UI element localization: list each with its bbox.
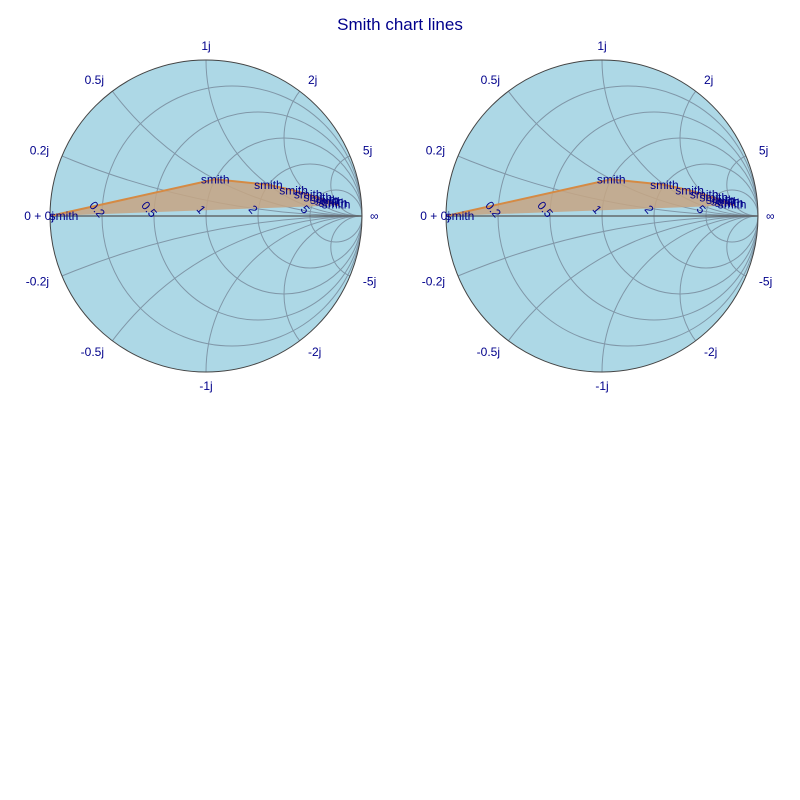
imag-axis-ticks: 0 + 0j 0.2j 0.5j 1j 2j 5j ∞ -5j -2j -1j -0.5j -0.2j <box>24 39 378 393</box>
data-point-label: smith <box>310 193 339 207</box>
imag-axis-tick-label: 0.2j <box>30 144 49 158</box>
trace-fill-area <box>446 179 735 216</box>
reactance-arc-positive <box>283 60 362 217</box>
data-point-label: smith <box>303 191 332 205</box>
data-point-label: smith <box>715 196 744 210</box>
imag-axis-tick-label: -0.5j <box>477 345 500 359</box>
reactance-arc-positive <box>679 60 758 217</box>
imag-axis-tick-label: -0.2j <box>422 274 445 288</box>
imag-axis-tick-label: 0 + 0j <box>24 209 54 223</box>
data-point-label: smith <box>718 197 747 211</box>
imag-axis-tick-label: -5j <box>759 274 772 288</box>
imag-axis-tick-label: 1j <box>597 39 606 53</box>
trace-line <box>49 178 339 217</box>
data-point-label: smith <box>597 172 626 186</box>
data-point-label: smith <box>315 195 344 209</box>
data-point-label: smith <box>254 178 283 192</box>
imag-axis-tick-label: ∞ <box>370 209 379 223</box>
data-point-label: smith <box>706 193 735 207</box>
imag-axis-tick-label: 5j <box>363 144 372 158</box>
imag-axis-tick-label: 5j <box>759 144 768 158</box>
data-point-label: smith <box>690 187 719 201</box>
imag-axis-tick-label: -1j <box>595 379 608 393</box>
imag-axis-tick-label: ∞ <box>766 209 775 223</box>
imag-axis-tick-label: 0.5j <box>481 73 500 87</box>
point-labels: smith smithsmithsmithsmithsmithsmithsmith… <box>50 172 351 223</box>
data-point-label: smith <box>675 183 704 197</box>
data-point-label: smith <box>446 209 475 223</box>
trace-fill-area <box>50 179 339 216</box>
reactance-arc-negative <box>679 215 758 372</box>
imag-axis-tick-label: -2j <box>704 345 717 359</box>
data-point-label: smith <box>50 209 79 223</box>
chart-outline <box>49 59 363 373</box>
imag-axis-tick-label: 2j <box>704 73 713 87</box>
imag-axis-tick-label: -5j <box>363 274 376 288</box>
data-point-label: smith <box>319 196 348 210</box>
data-point-label: smith <box>711 195 740 209</box>
data-point-label: smith <box>201 172 230 186</box>
imag-axis-tick-label: 0.5j <box>85 73 104 87</box>
chart-outline <box>445 59 759 373</box>
point-labels: smith smithsmithsmithsmithsmithsmithsmith… <box>446 172 747 223</box>
imag-axis-tick-label: -1j <box>199 379 212 393</box>
data-point-label: smith <box>294 187 323 201</box>
data-point-label: smith <box>322 197 351 211</box>
imag-axis-tick-label: 0.2j <box>426 144 445 158</box>
data-point-label: smith <box>699 191 728 205</box>
imag-axis-tick-label: 0 + 0j <box>420 209 450 223</box>
imag-axis-tick-label: 2j <box>308 73 317 87</box>
imag-axis-tick-label: -2j <box>308 345 321 359</box>
imag-axis-ticks: 0 + 0j 0.2j 0.5j 1j 2j 5j ∞ -5j -2j -1j -0.5j -0.2j <box>420 39 774 393</box>
figure-title: Smith chart lines <box>337 15 463 34</box>
imag-axis-tick-label: -0.5j <box>81 345 104 359</box>
trace-line <box>445 178 735 217</box>
reactance-arc-negative <box>283 215 362 372</box>
data-point-label: smith <box>279 183 308 197</box>
imag-axis-tick-label: -0.2j <box>26 274 49 288</box>
data-point-label: smith <box>650 178 679 192</box>
imag-axis-tick-label: 1j <box>201 39 210 53</box>
